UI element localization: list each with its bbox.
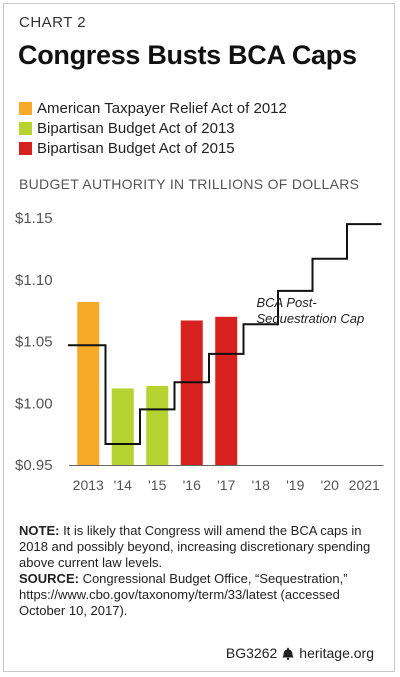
note-paragraph: NOTE: It is likely that Congress will am… bbox=[19, 523, 389, 571]
source-text: Congressional Budget Office, “Sequestrat… bbox=[19, 571, 348, 618]
report-code: BG3262 bbox=[225, 645, 278, 661]
bar bbox=[111, 388, 134, 465]
bar bbox=[215, 316, 238, 465]
legend-item: Bipartisan Budget Act of 2013 bbox=[19, 118, 287, 138]
legend-item: Bipartisan Budget Act of 2015 bbox=[19, 138, 287, 158]
legend-label: American Taxpayer Relief Act of 2012 bbox=[37, 99, 287, 117]
footer: BG3262 heritage.org bbox=[226, 645, 374, 661]
x-tick-label: '17 bbox=[217, 477, 235, 493]
x-tick-label: 2013 bbox=[73, 477, 104, 493]
legend-label: Bipartisan Budget Act of 2013 bbox=[37, 119, 235, 137]
note-label: NOTE: bbox=[19, 523, 60, 538]
cap-step-line bbox=[68, 223, 382, 446]
y-tick-label: $1.10 bbox=[15, 272, 53, 289]
chart-title: Congress Busts BCA Caps bbox=[18, 40, 357, 70]
bar-chart: $1.15 $1.10 $1.05 $1.00 $0.95 BCA Post-Seques… bbox=[15, 210, 384, 493]
x-tick-label: '14 bbox=[114, 477, 132, 493]
bar bbox=[146, 385, 169, 465]
site-link[interactable]: heritage.org bbox=[299, 645, 374, 661]
legend-swatch bbox=[19, 141, 32, 155]
cap-annotation: Sequestration Cap bbox=[257, 311, 365, 326]
legend-item: American Taxpayer Relief Act of 2012 bbox=[19, 98, 287, 118]
x-tick-label: '19 bbox=[286, 477, 304, 493]
legend-label: Bipartisan Budget Act of 2015 bbox=[37, 139, 235, 157]
bar bbox=[180, 320, 203, 465]
y-tick-label: $1.00 bbox=[15, 395, 53, 412]
y-tick-label: $0.95 bbox=[15, 457, 53, 474]
cap-annotation: BCA Post- bbox=[257, 295, 318, 310]
footnote: NOTE: It is likely that Congress will am… bbox=[19, 523, 389, 619]
chart-card: CHART 2 Congress Busts BCA Caps American… bbox=[3, 3, 395, 672]
note-text: It is likely that Congress will amend th… bbox=[19, 523, 371, 570]
bar bbox=[77, 301, 100, 465]
x-tick-label: 2021 bbox=[349, 477, 380, 493]
x-tick-label: '16 bbox=[183, 477, 201, 493]
y-tick-label: $1.05 bbox=[15, 334, 53, 351]
legend-swatch bbox=[19, 121, 32, 135]
x-tick-label: '20 bbox=[321, 477, 339, 493]
legend-swatch bbox=[19, 101, 32, 115]
liberty-bell-icon bbox=[282, 647, 294, 660]
x-tick-label: '15 bbox=[148, 477, 166, 493]
legend: American Taxpayer Relief Act of 2012 Bip… bbox=[19, 98, 287, 158]
chart-number: CHART 2 bbox=[19, 14, 87, 31]
source-label: SOURCE: bbox=[19, 571, 79, 586]
source-paragraph: SOURCE: Congressional Budget Office, “Se… bbox=[19, 571, 389, 619]
x-tick-label: '18 bbox=[252, 477, 270, 493]
chart-subtitle: BUDGET AUTHORITY IN TRILLIONS OF DOLLARS bbox=[19, 176, 360, 192]
y-tick-label: $1.15 bbox=[15, 210, 53, 227]
